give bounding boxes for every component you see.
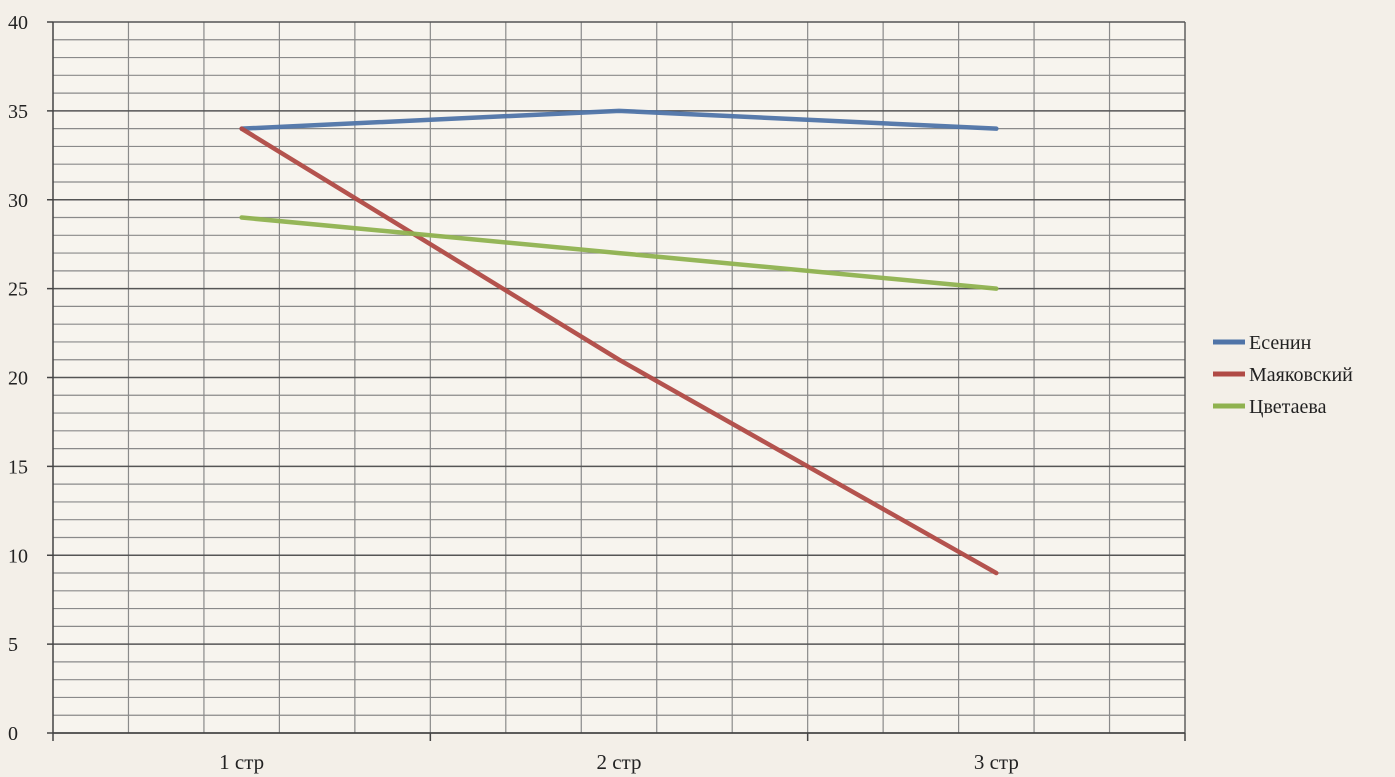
series-line (239, 215, 999, 291)
series-line (239, 126, 999, 576)
legend-label: Есенин (1249, 332, 1312, 354)
y-tick-label: 5 (8, 634, 18, 656)
axis-layer: 0 5 10 15 20 25 30 35 40 1 стр 2 стр 3 стр (8, 12, 1186, 774)
y-tick-label: 10 (8, 545, 28, 567)
x-tick-label: 3 стр (974, 750, 1019, 774)
y-tick-label: 15 (8, 456, 28, 478)
y-tick-label: 20 (8, 368, 28, 390)
legend: Есенин Маяковский Цветаева (1213, 332, 1353, 418)
legend-label: Цветаева (1249, 396, 1327, 418)
x-tick-label: 1 стр (219, 750, 264, 774)
y-tick-label: 25 (8, 279, 28, 301)
y-tick-label: 35 (8, 101, 28, 123)
legend-label: Маяковский (1249, 364, 1353, 386)
series-line (239, 108, 999, 131)
y-tick-label: 0 (8, 723, 18, 745)
y-tick-label: 40 (8, 12, 28, 34)
x-tick-label: 2 стр (596, 750, 641, 774)
grid-layer (53, 21, 1186, 734)
series-layer (239, 108, 999, 576)
y-tick-label: 30 (8, 190, 28, 212)
